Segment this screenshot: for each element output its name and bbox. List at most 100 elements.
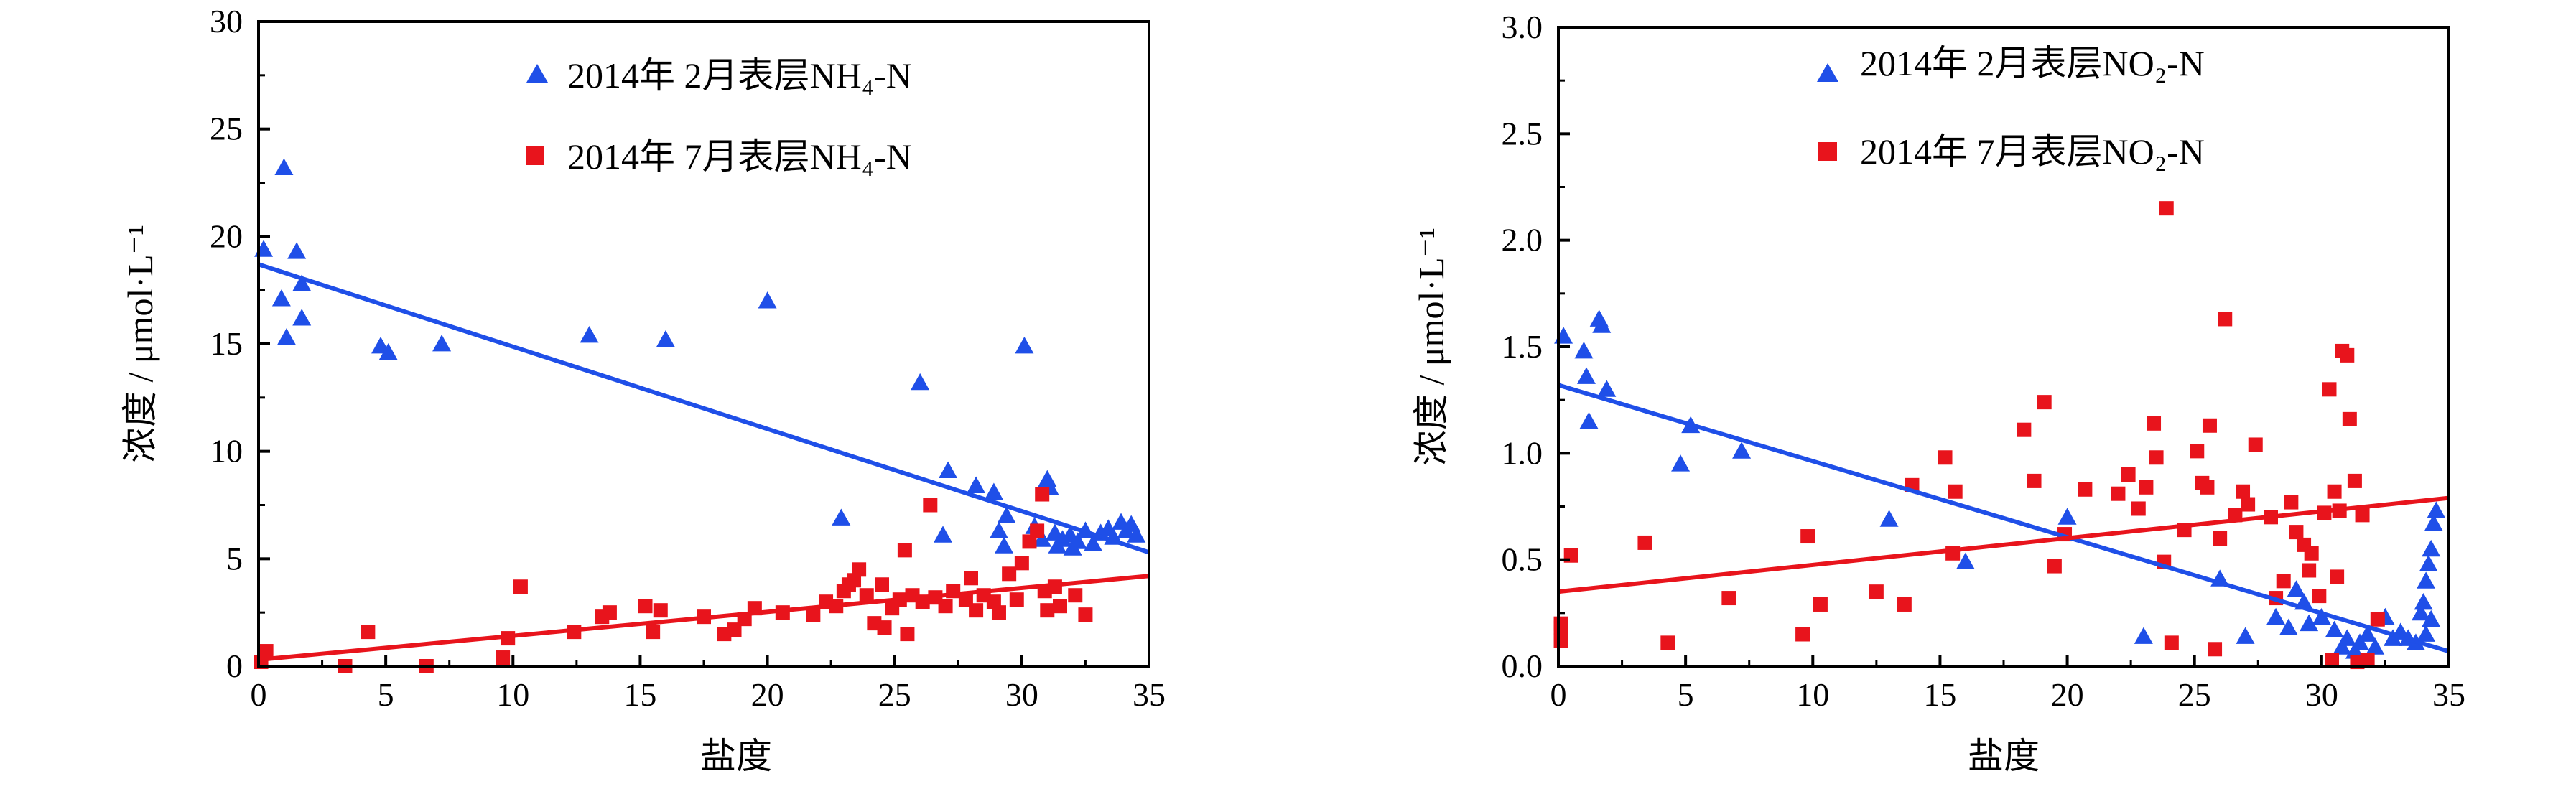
data-point-square bbox=[2312, 589, 2327, 604]
data-point-triangle bbox=[2300, 614, 2319, 632]
x-axis-title: 盐度 bbox=[1968, 736, 2040, 776]
data-point-square bbox=[991, 605, 1006, 620]
x-axis-title: 盐度 bbox=[700, 736, 772, 776]
data-point-triangle bbox=[997, 506, 1016, 523]
data-point-triangle bbox=[967, 476, 986, 493]
data-point-square bbox=[900, 627, 915, 642]
data-point-square bbox=[646, 625, 661, 640]
data-point-square bbox=[2327, 484, 2342, 499]
fit-line bbox=[1558, 495, 2450, 594]
x-tick-label: 20 bbox=[2051, 676, 2084, 713]
data-point-square bbox=[1553, 633, 1568, 648]
data-point-square bbox=[259, 644, 274, 659]
data-point-square bbox=[2027, 473, 2042, 488]
data-point-square bbox=[2304, 546, 2319, 561]
data-point-triangle bbox=[1063, 538, 1082, 556]
data-point-square bbox=[2289, 525, 2304, 540]
data-point-triangle bbox=[995, 536, 1014, 554]
data-point-triangle bbox=[2366, 637, 2385, 655]
data-point-triangle bbox=[1033, 530, 1052, 547]
data-point-triangle bbox=[276, 328, 296, 345]
fit-line bbox=[258, 574, 1150, 663]
y-tick-label: 3.0 bbox=[1502, 9, 1543, 45]
x-tick-label: 10 bbox=[496, 676, 529, 713]
legend: 2014年 2月表层NH₄-N 2014年 7月表层NH₄-N bbox=[526, 55, 912, 177]
data-point-square bbox=[1800, 529, 1815, 544]
axis-ticks: 0 5 10 15 20 25 30 35 0.0 0.5 1.0 1.5 2.0 2.5 3.0 bbox=[1502, 9, 2466, 713]
data-point-triangle bbox=[939, 461, 958, 479]
x-tick-label: 30 bbox=[2305, 676, 2338, 713]
data-point-square bbox=[2078, 482, 2093, 497]
data-point-triangle bbox=[2333, 637, 2352, 655]
data-point-square bbox=[806, 607, 821, 622]
plot-area-marks bbox=[1553, 201, 2446, 670]
data-point-triangle bbox=[2414, 593, 2433, 610]
y-axis-title: 浓度 / μmol·L⁻¹ bbox=[1411, 228, 1451, 466]
data-point-square bbox=[1897, 597, 1912, 612]
data-point-triangle bbox=[989, 521, 1008, 538]
x-tick-label: 5 bbox=[1678, 676, 1694, 713]
data-point-triangle bbox=[432, 335, 452, 352]
chart-no2: 0 5 10 15 20 25 30 35 0.0 0.5 1.0 1.5 2.0 2.5 3.0 盐度 浓… bbox=[1411, 9, 2465, 776]
data-point-square bbox=[2284, 495, 2299, 510]
data-point-triangle bbox=[274, 158, 294, 175]
data-point-triangle bbox=[292, 309, 312, 326]
data-point-square bbox=[638, 599, 653, 614]
data-point-triangle bbox=[2287, 580, 2306, 597]
data-point-triangle bbox=[378, 342, 398, 360]
y-tick-label: 30 bbox=[210, 3, 243, 39]
fit-lines bbox=[1558, 383, 2450, 654]
data-point-triangle bbox=[271, 289, 291, 307]
data-point-square bbox=[361, 625, 376, 640]
chart-nh4: 0 5 10 15 20 25 30 35 0 5 10 15 20 25 30 盐度 浓度 / μmol·… bbox=[120, 3, 1166, 776]
data-point-triangle bbox=[2057, 508, 2077, 525]
data-point-triangle bbox=[1554, 327, 1573, 344]
data-point-square bbox=[2213, 531, 2228, 546]
data-point-square bbox=[513, 579, 528, 594]
legend-marker-square bbox=[1818, 142, 1837, 161]
y-tick-label: 10 bbox=[210, 433, 243, 470]
x-tick-label: 20 bbox=[751, 676, 784, 713]
data-point-triangle bbox=[2358, 625, 2377, 642]
data-point-square bbox=[1078, 607, 1093, 622]
y-tick-label: 25 bbox=[210, 111, 243, 147]
data-point-triangle bbox=[2325, 620, 2344, 637]
data-point-square bbox=[964, 571, 978, 586]
data-point-square bbox=[2139, 480, 2154, 495]
data-point-square bbox=[2302, 563, 2317, 578]
data-point-triangle bbox=[758, 291, 777, 309]
y-tick-label: 0.0 bbox=[1502, 648, 1543, 684]
y-tick-label: 1.0 bbox=[1502, 434, 1543, 471]
x-tick-label: 15 bbox=[623, 676, 656, 713]
data-point-triangle bbox=[2419, 554, 2438, 571]
x-tick-label: 15 bbox=[1923, 676, 1956, 713]
data-point-triangle bbox=[1048, 536, 1067, 554]
y-tick-label: 0 bbox=[226, 648, 243, 684]
y-tick-label: 5 bbox=[226, 540, 243, 576]
data-point-square bbox=[969, 603, 984, 618]
data-point-triangle bbox=[1879, 510, 1899, 527]
y-tick-label: 1.5 bbox=[1502, 328, 1543, 365]
data-point-triangle bbox=[2427, 501, 2446, 518]
x-tick-label: 0 bbox=[251, 676, 267, 713]
legend-label-feb: 2014年 2月表层NH₄-N bbox=[567, 55, 912, 95]
x-tick-label: 35 bbox=[2432, 676, 2465, 713]
data-point-square bbox=[1813, 597, 1828, 612]
data-point-square bbox=[1053, 599, 1067, 614]
data-point-triangle bbox=[2279, 618, 2298, 635]
x-tick-label: 25 bbox=[878, 676, 911, 713]
x-tick-label: 30 bbox=[1005, 676, 1038, 713]
plot-area-marks bbox=[254, 158, 1146, 673]
data-point-triangle bbox=[1956, 552, 1975, 570]
data-point-triangle bbox=[1592, 316, 1612, 333]
x-tick-label: 25 bbox=[2178, 676, 2211, 713]
data-point-triangle bbox=[1732, 442, 1752, 459]
data-point-triangle bbox=[1579, 411, 1599, 429]
data-point-triangle bbox=[2351, 633, 2369, 650]
data-point-triangle bbox=[2412, 603, 2431, 621]
data-point-square bbox=[2200, 480, 2215, 495]
data-point-triangle bbox=[1574, 341, 1594, 359]
data-point-square bbox=[2360, 653, 2375, 668]
data-point-square bbox=[2248, 437, 2263, 452]
